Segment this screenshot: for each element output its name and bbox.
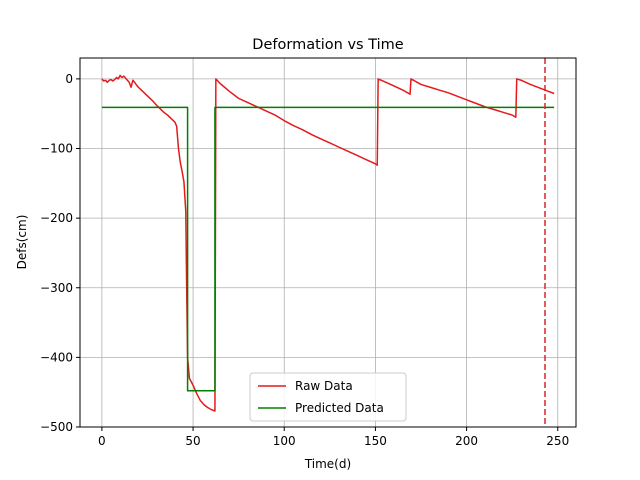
y-tick-label: −400 bbox=[40, 350, 73, 364]
plot-area bbox=[101, 58, 555, 427]
y-axis: 0 −100 −200 −300 −400 −500 bbox=[40, 72, 80, 434]
y-axis-title: Defs(cm) bbox=[15, 215, 29, 270]
y-tick-label: −100 bbox=[40, 142, 73, 156]
axes-frame bbox=[79, 57, 577, 428]
grid-lines bbox=[80, 58, 576, 428]
x-axis-title: Time(d) bbox=[304, 457, 351, 471]
chart-title: Deformation vs Time bbox=[252, 37, 403, 53]
series-line-predicted-data bbox=[101, 106, 555, 392]
y-tick-label: −300 bbox=[40, 281, 73, 295]
x-tick-label: 250 bbox=[546, 434, 569, 448]
legend-label: Raw Data bbox=[295, 379, 353, 393]
series-line-raw-data bbox=[101, 74, 555, 412]
x-tick-label: 200 bbox=[455, 434, 478, 448]
legend-box bbox=[249, 372, 407, 422]
y-tick-label: −200 bbox=[40, 211, 73, 225]
x-tick-label: 150 bbox=[364, 434, 387, 448]
x-tick-label: 0 bbox=[98, 434, 106, 448]
x-tick-label: 50 bbox=[185, 434, 200, 448]
legend-label: Predicted Data bbox=[295, 401, 384, 415]
x-axis: 0 50 100 150 200 250 bbox=[98, 427, 569, 448]
x-tick-label: 100 bbox=[273, 434, 296, 448]
legend: Raw Data Predicted Data bbox=[249, 372, 407, 422]
y-tick-label: 0 bbox=[65, 72, 73, 86]
y-tick-label: −500 bbox=[40, 420, 73, 434]
